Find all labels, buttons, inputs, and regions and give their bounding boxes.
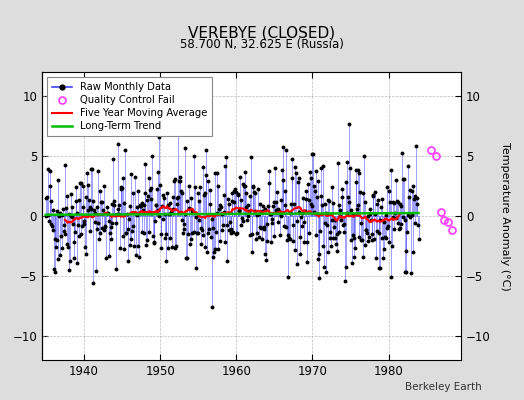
Text: 58.700 N, 32.625 E (Russia): 58.700 N, 32.625 E (Russia): [180, 38, 344, 51]
Legend: Raw Monthly Data, Quality Control Fail, Five Year Moving Average, Long-Term Tren: Raw Monthly Data, Quality Control Fail, …: [47, 77, 212, 136]
Y-axis label: Temperature Anomaly (°C): Temperature Anomaly (°C): [500, 142, 510, 290]
Text: VEREBYE (CLOSED): VEREBYE (CLOSED): [189, 26, 335, 41]
Text: Berkeley Earth: Berkeley Earth: [406, 382, 482, 392]
